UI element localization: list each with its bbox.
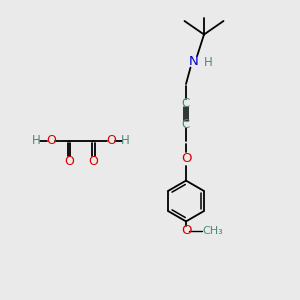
Text: N: N xyxy=(189,55,198,68)
Text: CH₃: CH₃ xyxy=(202,226,223,236)
Text: O: O xyxy=(88,155,98,168)
Text: O: O xyxy=(46,134,56,148)
Text: C: C xyxy=(182,118,190,131)
Text: H: H xyxy=(121,134,130,148)
Text: H: H xyxy=(203,56,212,70)
Text: O: O xyxy=(181,224,191,238)
Text: H: H xyxy=(32,134,41,148)
Text: O: O xyxy=(106,134,116,148)
Text: O: O xyxy=(181,152,191,166)
Text: O: O xyxy=(64,155,74,168)
Text: C: C xyxy=(182,97,190,110)
